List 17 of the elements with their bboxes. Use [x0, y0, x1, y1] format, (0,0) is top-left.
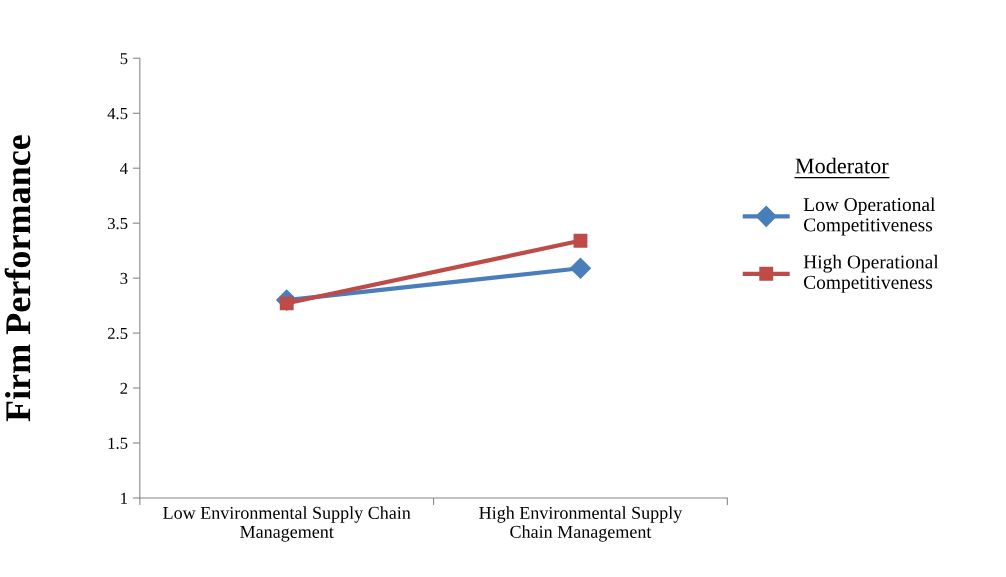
legend-label: Low Operational Competitiveness — [803, 197, 936, 236]
y-tick-label: 2 — [120, 382, 128, 394]
y-tick-label: 2.5 — [107, 327, 128, 340]
x-tick-label: High Environmental Supply Chain Management — [479, 506, 683, 542]
x-tick-label: Low Environmental Supply Chain Management — [163, 506, 411, 542]
y-tick-label: 3.5 — [107, 217, 128, 230]
y-tick-label: 5 — [120, 53, 128, 65]
y-tick-label: 1 — [121, 492, 128, 504]
y-tick-label: 3 — [120, 272, 128, 285]
y-tick-label: 4.5 — [107, 108, 128, 120]
y-axis-title: Firm Performance — [4, 135, 31, 422]
point — [573, 233, 588, 248]
legend-label: High Operational Competitiveness — [803, 254, 939, 293]
y-tick-label: 1.5 — [108, 437, 128, 450]
y-tick-label: 4 — [120, 163, 128, 174]
point — [569, 257, 591, 279]
legend-title: Moderator — [795, 157, 889, 174]
